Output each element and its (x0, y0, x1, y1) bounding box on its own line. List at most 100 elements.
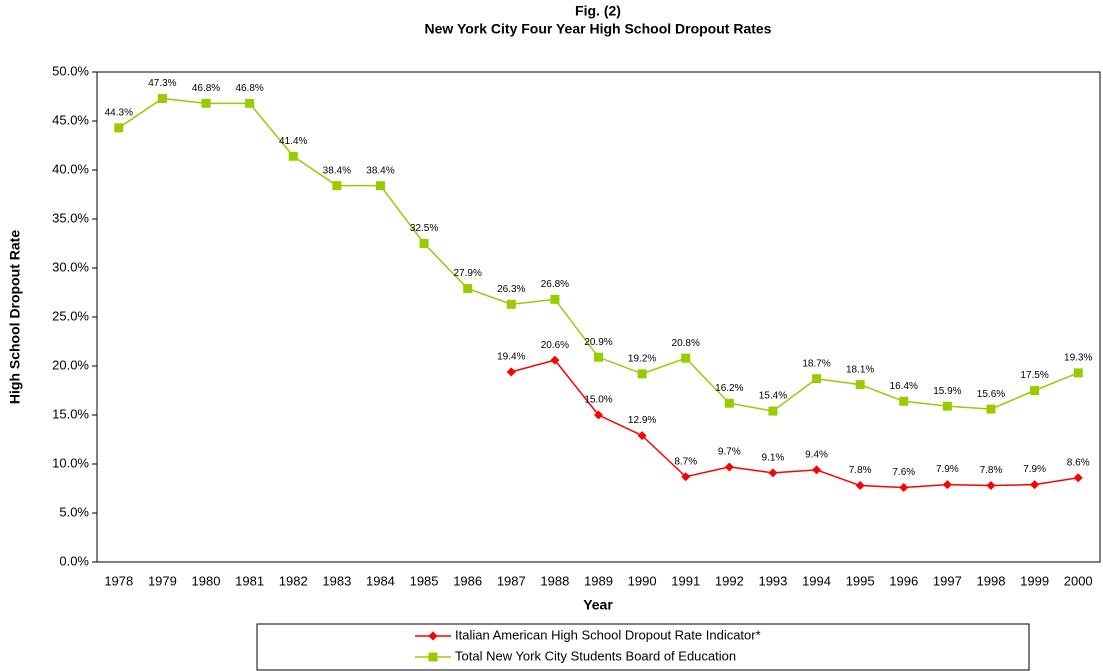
data-point (506, 299, 516, 309)
data-label: 9.4% (805, 450, 828, 461)
data-label: 19.2% (628, 353, 656, 364)
data-label: 20.6% (541, 340, 569, 351)
x-tick-label: 1988 (540, 573, 569, 588)
plot-frame (96, 71, 1101, 563)
data-label: 15.9% (933, 386, 961, 397)
data-label: 27.9% (453, 268, 481, 279)
data-point (899, 483, 909, 493)
legend-marker (428, 631, 438, 641)
legend-label: Italian American High School Dropout Rat… (455, 627, 761, 642)
data-label: 38.4% (366, 165, 394, 176)
data-point (637, 369, 647, 379)
data-label: 9.7% (718, 447, 741, 458)
x-tick-label: 1992 (715, 573, 744, 588)
data-point (114, 123, 124, 133)
data-label: 47.3% (148, 78, 176, 89)
y-tick-label: 5.0% (59, 504, 89, 519)
x-tick-label: 1989 (584, 573, 613, 588)
data-point (899, 396, 909, 406)
data-point (724, 462, 734, 472)
x-tick-label: 1991 (671, 573, 700, 588)
data-label: 41.4% (279, 136, 307, 147)
data-label: 8.7% (674, 456, 697, 467)
data-label: 8.6% (1067, 457, 1090, 468)
x-tick-label: 1981 (235, 573, 264, 588)
data-point (1030, 480, 1040, 490)
data-point (1030, 386, 1040, 395)
data-point (157, 93, 167, 103)
data-point (637, 431, 647, 441)
data-label: 26.3% (497, 284, 525, 295)
data-point (855, 481, 865, 491)
y-tick-label: 0.0% (59, 553, 89, 568)
data-label: 15.0% (584, 395, 612, 406)
y-tick-label: 40.0% (52, 161, 89, 176)
y-tick-label: 20.0% (52, 357, 89, 372)
x-tick-label: 1979 (148, 573, 177, 588)
y-tick-label: 25.0% (52, 308, 89, 323)
data-label: 18.1% (846, 364, 874, 375)
data-label: 12.9% (628, 415, 656, 426)
data-point (681, 353, 691, 363)
data-label: 44.3% (105, 108, 133, 119)
legend-box (256, 623, 1030, 671)
data-point (332, 181, 342, 191)
data-label: 16.4% (890, 381, 918, 392)
y-axis-title: High School Dropout Rate (7, 230, 23, 404)
x-tick-label: 1996 (889, 573, 918, 588)
x-tick-label: 2000 (1064, 573, 1093, 588)
data-label: 7.9% (1023, 464, 1046, 475)
data-label: 16.2% (715, 383, 743, 394)
chart-subtitle: New York City Four Year High School Drop… (425, 21, 772, 37)
x-tick-label: 1994 (802, 573, 831, 588)
data-label: 7.8% (980, 465, 1003, 476)
x-tick-label: 1980 (192, 573, 221, 588)
data-label: 7.9% (936, 464, 959, 475)
x-axis-title: Year (583, 597, 613, 613)
data-label: 15.6% (977, 389, 1005, 400)
x-tick-label: 1995 (846, 573, 875, 588)
data-point (1073, 368, 1083, 378)
data-label: 20.9% (584, 337, 612, 348)
data-label: 7.6% (892, 467, 915, 478)
data-label: 19.4% (497, 352, 525, 363)
series-line (118, 97, 1079, 412)
data-point (506, 367, 516, 377)
data-point (681, 472, 691, 482)
x-tick-label: 1999 (1020, 573, 1049, 588)
x-tick-label: 1986 (453, 573, 482, 588)
data-point (986, 404, 996, 414)
data-point (768, 468, 778, 478)
data-label: 17.5% (1020, 370, 1048, 381)
data-point (288, 151, 298, 161)
data-label: 46.8% (192, 83, 220, 94)
data-point (463, 284, 473, 294)
data-point (550, 294, 560, 304)
data-label: 19.3% (1064, 353, 1092, 364)
data-point (812, 374, 822, 384)
data-point (812, 465, 822, 475)
data-label: 18.7% (802, 358, 830, 369)
x-tick-label: 1993 (758, 573, 787, 588)
data-point (986, 481, 996, 491)
data-point (724, 398, 734, 408)
data-point (245, 98, 255, 108)
x-tick-label: 1983 (322, 573, 351, 588)
y-tick-label: 35.0% (52, 210, 89, 225)
y-tick-label: 30.0% (52, 259, 89, 274)
data-label: 20.8% (672, 338, 700, 349)
data-point (375, 181, 385, 191)
x-tick-label: 1997 (933, 573, 962, 588)
legend-label: Total New York City Students Board of Ed… (455, 648, 736, 663)
x-tick-label: 1982 (279, 573, 308, 588)
data-point (1073, 473, 1083, 483)
data-point (942, 401, 952, 411)
data-point (942, 480, 952, 490)
data-point (201, 98, 211, 108)
data-point (550, 355, 560, 365)
data-label: 32.5% (410, 223, 438, 234)
y-tick-label: 10.0% (52, 455, 89, 470)
chart-title: Fig. (2) (575, 3, 621, 19)
data-label: 7.8% (849, 465, 872, 476)
